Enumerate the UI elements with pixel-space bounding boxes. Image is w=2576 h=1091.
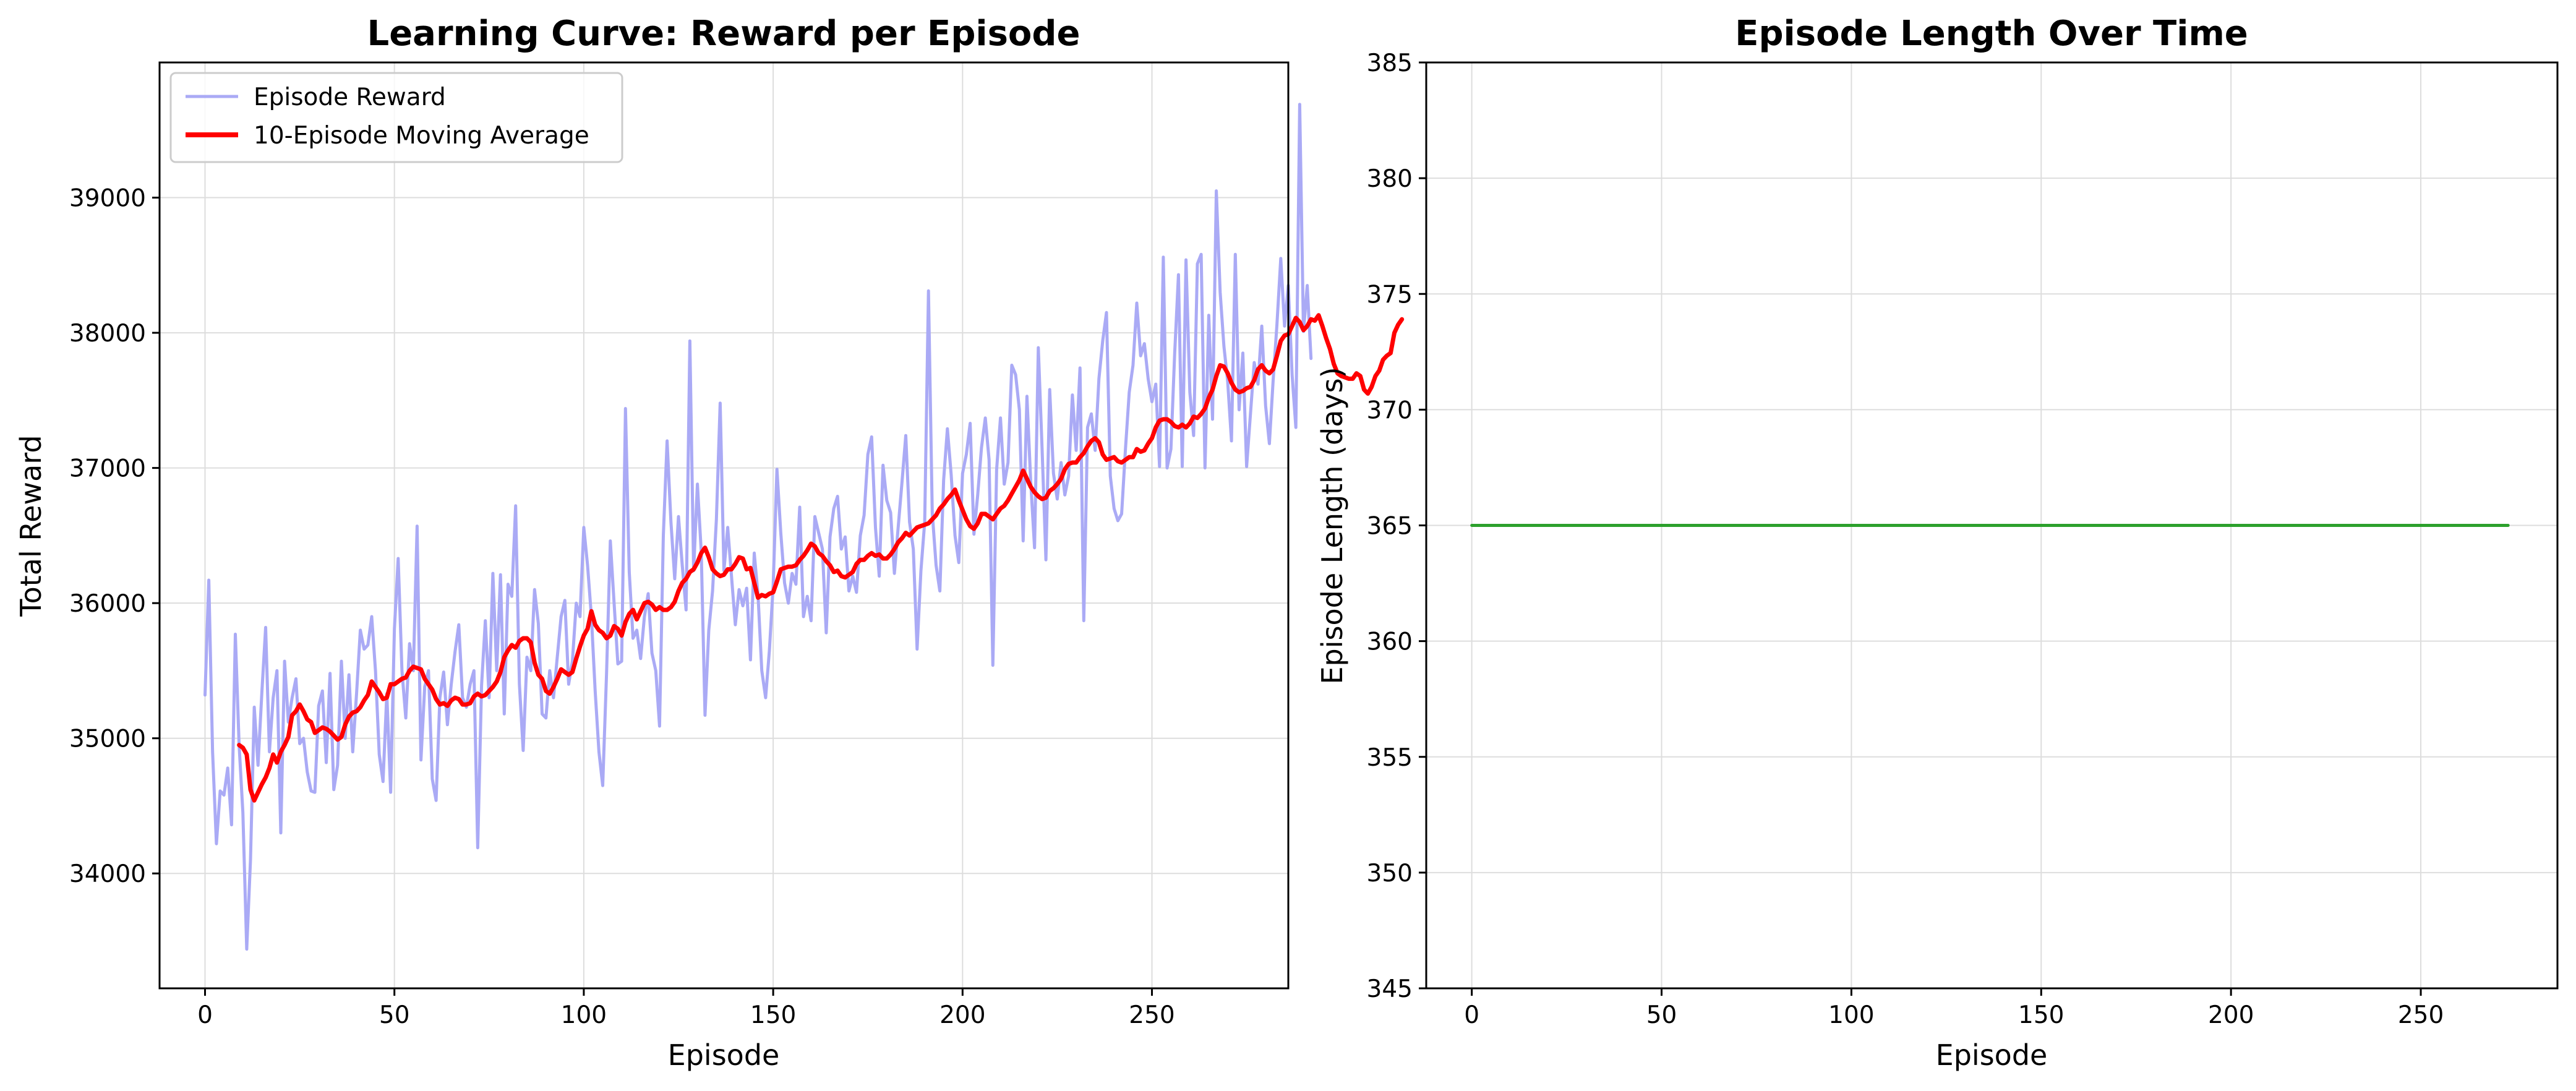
episode-length-chart-y-tick-label: 355 xyxy=(1367,744,1413,772)
reward-chart-y-label: Total Reward xyxy=(14,435,48,617)
reward-chart-grid xyxy=(160,62,1288,988)
reward-chart-y-tick-label: 34000 xyxy=(69,860,146,888)
episode-length-chart-x-tick-label: 50 xyxy=(1646,1001,1677,1029)
reward-chart-y-tick-label: 38000 xyxy=(69,320,146,348)
episode-length-chart-y-tick-label: 380 xyxy=(1367,165,1413,193)
reward-chart-x-tick-label: 50 xyxy=(379,1001,410,1029)
reward-chart-x-tick-label: 100 xyxy=(561,1001,607,1029)
episode-length-chart-x-tick-label: 100 xyxy=(1828,1001,1874,1029)
episode-length-chart-x-tick-label: 250 xyxy=(2398,1001,2444,1029)
episode-length-chart-title: Episode Length Over Time xyxy=(1735,14,2248,54)
episode-length-chart-x-tick-label: 200 xyxy=(2208,1001,2254,1029)
reward-chart-y-tick-label: 39000 xyxy=(69,185,146,213)
episode-length-chart-y-tick-label: 365 xyxy=(1367,513,1413,541)
episode-length-chart-y-label: Episode Length (days) xyxy=(1316,367,1349,684)
reward-chart-title: Learning Curve: Reward per Episode xyxy=(367,14,1080,54)
reward-chart-y-tick-label: 36000 xyxy=(69,590,146,618)
episode-length-chart-y-ticks: 345 350 355 360 365 370 375 380 385 xyxy=(1367,49,1426,1003)
reward-chart-y-tick-label: 37000 xyxy=(69,455,146,483)
episode-length-chart-y-tick-label: 345 xyxy=(1367,975,1413,1003)
reward-chart-x-tick-label: 150 xyxy=(750,1001,796,1029)
episode-length-chart-y-tick-label: 370 xyxy=(1367,396,1413,424)
reward-chart: Learning Curve: Reward per Episode 0 50 10… xyxy=(14,14,1405,1072)
reward-chart-legend: Episode Reward 10-Episode Moving Average xyxy=(169,72,623,163)
episode-length-chart-y-tick-label: 385 xyxy=(1367,49,1413,77)
episode-length-chart-x-label: Episode xyxy=(1936,1038,2048,1072)
episode-length-chart: Episode Length Over Time 0 50 100 150 200 250… xyxy=(1316,14,2559,1072)
episode-length-chart-y-tick-label: 375 xyxy=(1367,281,1413,309)
episode-length-chart-y-tick-label: 360 xyxy=(1367,628,1413,656)
episode-length-chart-y-tick-label: 350 xyxy=(1367,860,1413,888)
reward-chart-x-label: Episode xyxy=(668,1038,780,1072)
reward-chart-x-tick-label: 200 xyxy=(939,1001,985,1029)
legend-label-episode-reward: Episode Reward xyxy=(254,83,446,111)
reward-chart-plot-area xyxy=(203,103,1405,951)
reward-chart-x-tick-label: 0 xyxy=(197,1001,213,1029)
episode-length-chart-x-tick-label: 0 xyxy=(1464,1001,1479,1029)
reward-chart-y-tick-label: 35000 xyxy=(69,725,146,753)
reward-chart-x-tick-label: 250 xyxy=(1129,1001,1175,1029)
legend-label-moving-average: 10-Episode Moving Average xyxy=(254,122,589,150)
episode-length-chart-x-tick-label: 150 xyxy=(2018,1001,2064,1029)
reward-chart-frame xyxy=(158,61,1290,990)
episode-length-chart-x-ticks: 0 50 100 150 200 250 xyxy=(1464,988,2444,1029)
reward-chart-x-ticks: 0 50 100 150 200 250 xyxy=(197,988,1175,1029)
reward-chart-y-ticks: 34000 35000 36000 37000 38000 39000 xyxy=(69,185,160,888)
legend-box xyxy=(169,72,623,163)
reward-chart-series-10-episode-moving-average xyxy=(237,313,1405,803)
